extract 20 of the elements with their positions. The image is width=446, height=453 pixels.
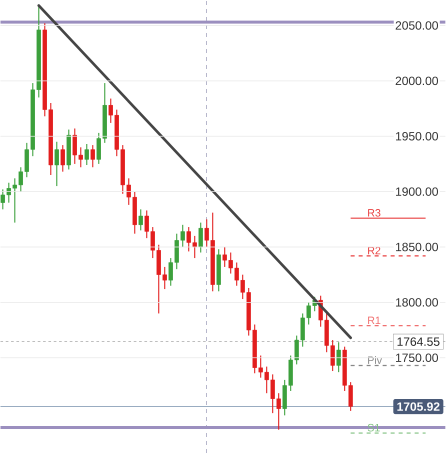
candlestick	[336, 342, 341, 373]
y-tick-label: 1900.00	[396, 187, 438, 196]
y-tick-label: 1850.00	[396, 242, 438, 252]
ref-line-label: R1	[368, 316, 380, 324]
ref-line-label: 1764.55	[398, 337, 440, 346]
candlestick	[198, 222, 203, 254]
candlestick	[60, 144, 66, 172]
ref-line-label: Piv	[368, 356, 382, 364]
y-tick-label: 2050.00	[396, 21, 438, 30]
y-tick-label: 1750.00	[396, 353, 438, 362]
candlestick	[90, 144, 96, 168]
y-tick-label: 1950.00	[396, 132, 438, 140]
candlestick	[138, 208, 144, 231]
y-tick-label: 1800.00	[396, 298, 438, 307]
candlestick	[54, 141, 60, 187]
y-tick-label: 2000.00	[396, 76, 438, 86]
ref-line-label: 1705.92	[397, 402, 440, 411]
ref-line-label: R2	[368, 246, 380, 254]
ref-line-label: R3	[368, 209, 380, 217]
candlestick	[84, 143, 90, 166]
